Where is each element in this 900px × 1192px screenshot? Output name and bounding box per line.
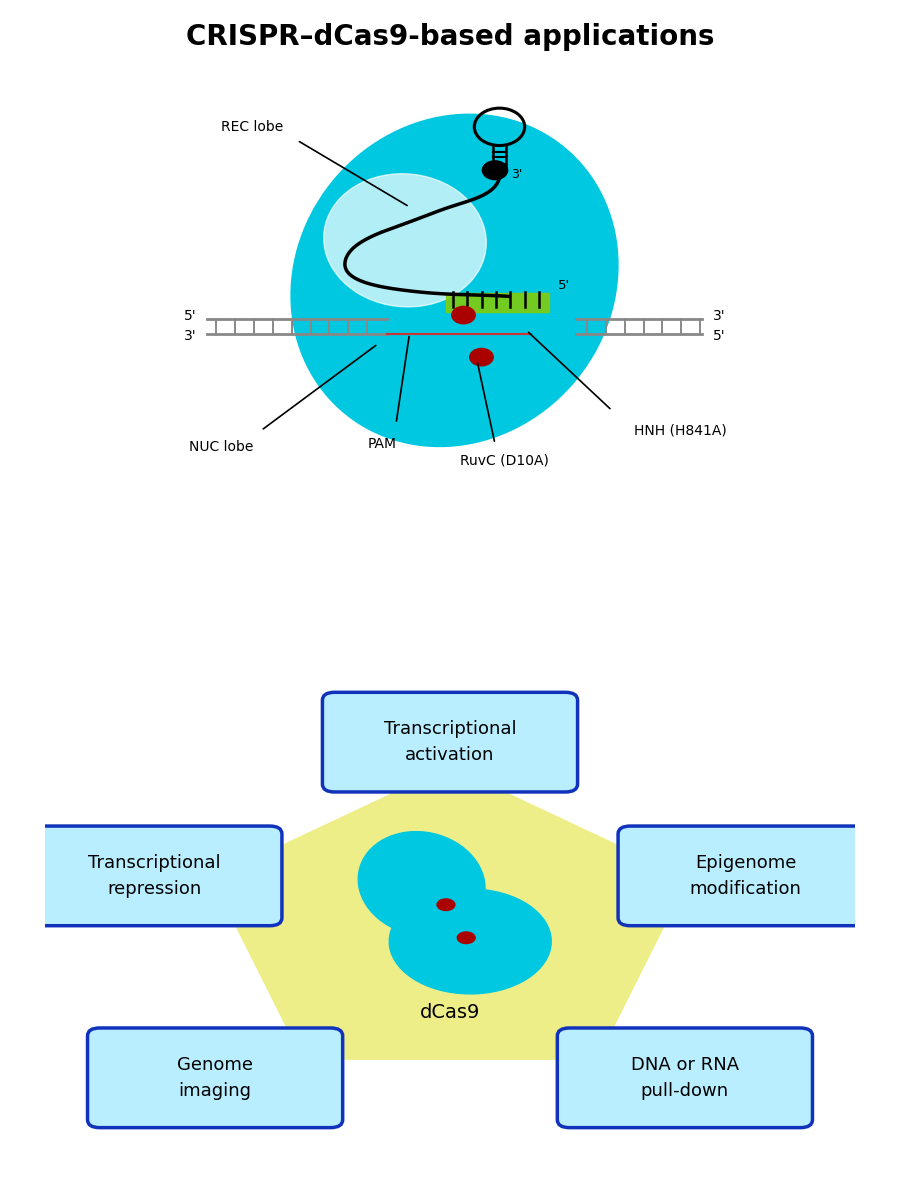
Text: Genome
imaging: Genome imaging bbox=[177, 1056, 253, 1100]
Text: REC lobe: REC lobe bbox=[220, 120, 283, 134]
Text: PAM: PAM bbox=[368, 437, 397, 451]
Text: 5': 5' bbox=[713, 329, 725, 343]
Text: Transcriptional
repression: Transcriptional repression bbox=[88, 853, 220, 898]
Text: Epigenome
modification: Epigenome modification bbox=[689, 853, 802, 898]
Text: 3': 3' bbox=[713, 310, 725, 323]
Polygon shape bbox=[212, 765, 688, 1060]
Text: Transcriptional
activation: Transcriptional activation bbox=[383, 720, 517, 764]
Circle shape bbox=[482, 161, 508, 180]
Text: 3': 3' bbox=[184, 329, 196, 343]
Ellipse shape bbox=[389, 889, 552, 994]
Circle shape bbox=[470, 348, 493, 366]
Circle shape bbox=[457, 932, 475, 944]
Text: dCas9: dCas9 bbox=[419, 1002, 481, 1022]
Text: 5': 5' bbox=[558, 279, 570, 292]
Ellipse shape bbox=[358, 832, 485, 936]
FancyBboxPatch shape bbox=[618, 826, 873, 926]
Ellipse shape bbox=[291, 114, 618, 447]
Text: DNA or RNA
pull-down: DNA or RNA pull-down bbox=[631, 1056, 739, 1100]
FancyBboxPatch shape bbox=[446, 293, 549, 312]
FancyBboxPatch shape bbox=[87, 1028, 343, 1128]
FancyBboxPatch shape bbox=[322, 693, 578, 791]
FancyBboxPatch shape bbox=[557, 1028, 813, 1128]
FancyBboxPatch shape bbox=[27, 826, 282, 926]
Circle shape bbox=[437, 899, 454, 911]
Text: 3': 3' bbox=[511, 168, 523, 181]
Circle shape bbox=[452, 306, 475, 324]
Text: 5': 5' bbox=[184, 310, 196, 323]
Ellipse shape bbox=[324, 174, 486, 306]
Text: HNH (H841A): HNH (H841A) bbox=[634, 423, 727, 437]
Text: RuvC (D10A): RuvC (D10A) bbox=[460, 454, 548, 467]
Text: CRISPR–dCas9-based applications: CRISPR–dCas9-based applications bbox=[185, 24, 715, 51]
Text: NUC lobe: NUC lobe bbox=[189, 440, 254, 454]
